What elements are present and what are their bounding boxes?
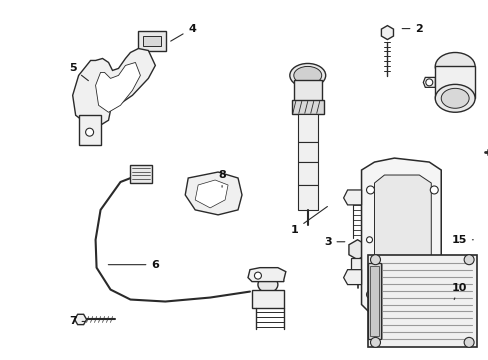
Ellipse shape bbox=[434, 53, 474, 80]
Ellipse shape bbox=[258, 276, 277, 293]
Bar bbox=[297, 185, 317, 210]
Polygon shape bbox=[75, 314, 86, 325]
Ellipse shape bbox=[289, 63, 325, 87]
Bar bbox=[367, 263, 381, 339]
Bar bbox=[369, 266, 379, 336]
Polygon shape bbox=[348, 240, 366, 260]
Text: 8: 8 bbox=[218, 170, 225, 187]
Bar bbox=[79, 115, 101, 145]
Bar bbox=[138, 31, 166, 50]
Bar bbox=[251, 289, 283, 307]
Circle shape bbox=[85, 128, 93, 136]
Ellipse shape bbox=[293, 67, 321, 84]
Text: 11: 11 bbox=[0, 359, 1, 360]
Circle shape bbox=[366, 237, 372, 243]
Polygon shape bbox=[247, 268, 285, 282]
Bar bbox=[434, 67, 474, 98]
Polygon shape bbox=[195, 180, 227, 208]
Bar bbox=[297, 162, 317, 185]
Bar bbox=[297, 114, 317, 142]
Ellipse shape bbox=[440, 88, 468, 108]
Circle shape bbox=[366, 186, 374, 194]
Circle shape bbox=[425, 79, 432, 86]
Text: 10: 10 bbox=[450, 283, 466, 300]
Polygon shape bbox=[381, 26, 393, 40]
Text: 2: 2 bbox=[401, 24, 422, 33]
Text: 13: 13 bbox=[0, 359, 1, 360]
Polygon shape bbox=[185, 172, 242, 215]
Circle shape bbox=[254, 272, 261, 279]
Circle shape bbox=[370, 255, 380, 265]
Bar bbox=[297, 142, 317, 162]
Bar bbox=[367, 255, 476, 347]
Circle shape bbox=[463, 337, 473, 347]
Bar bbox=[291, 100, 323, 114]
Text: 7: 7 bbox=[69, 316, 86, 327]
Text: 5: 5 bbox=[69, 63, 88, 81]
Circle shape bbox=[463, 255, 473, 265]
Text: 12: 12 bbox=[0, 359, 1, 360]
Bar bbox=[130, 165, 152, 183]
Polygon shape bbox=[448, 289, 458, 301]
Text: 6: 6 bbox=[108, 260, 159, 270]
Bar bbox=[350, 258, 364, 276]
Text: 15: 15 bbox=[450, 235, 472, 245]
Ellipse shape bbox=[434, 84, 474, 112]
Polygon shape bbox=[95, 62, 140, 112]
Circle shape bbox=[429, 186, 437, 194]
Text: 1: 1 bbox=[290, 207, 327, 235]
Polygon shape bbox=[73, 49, 155, 128]
Text: 3: 3 bbox=[323, 237, 344, 247]
Polygon shape bbox=[374, 175, 430, 305]
Polygon shape bbox=[361, 158, 440, 321]
Text: 4: 4 bbox=[170, 24, 196, 41]
Polygon shape bbox=[423, 77, 434, 87]
Bar bbox=[293, 80, 321, 102]
Polygon shape bbox=[343, 270, 361, 285]
Bar bbox=[143, 36, 161, 45]
Text: 14: 14 bbox=[0, 359, 1, 360]
Text: 9: 9 bbox=[0, 359, 1, 360]
Circle shape bbox=[370, 337, 380, 347]
Circle shape bbox=[366, 291, 374, 298]
Polygon shape bbox=[343, 190, 361, 205]
Circle shape bbox=[429, 291, 437, 298]
